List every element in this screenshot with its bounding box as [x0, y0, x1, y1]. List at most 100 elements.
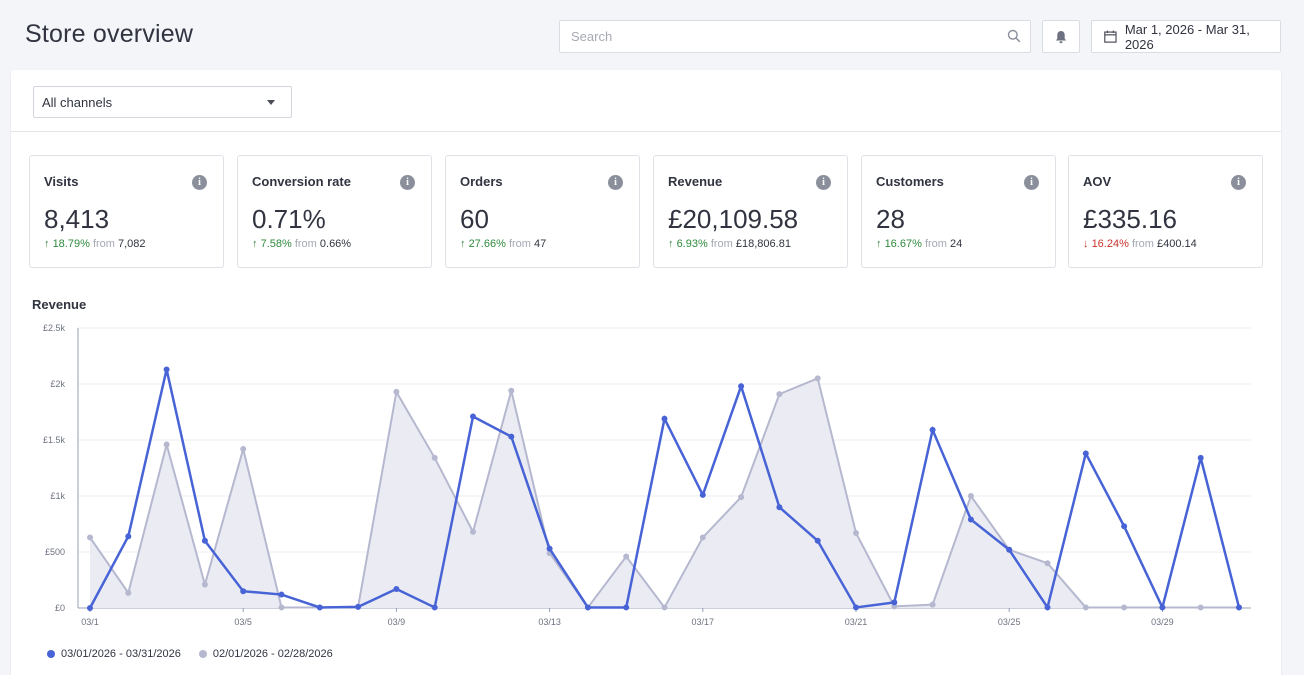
kpi-label: Revenue — [668, 174, 723, 189]
search-input[interactable] — [560, 21, 990, 52]
kpi-from-label: from — [710, 238, 733, 250]
kpi-change: ↑ 18.79% from 7,082 — [44, 238, 146, 250]
kpi-previous-value: 24 — [950, 238, 963, 250]
kpi-label: Orders — [460, 174, 503, 189]
data-point-previous — [967, 493, 974, 499]
y-tick-label: £1.5k — [43, 435, 66, 445]
data-point-current — [738, 383, 745, 390]
kpi-previous-value: 47 — [534, 238, 547, 250]
data-point-current — [1006, 546, 1013, 553]
kpi-card-aov: AOV i £335.16 ↓ 16.24% from £400.14 — [1068, 155, 1263, 268]
data-point-previous — [470, 528, 476, 535]
data-point-previous — [393, 388, 400, 395]
kpi-label: AOV — [1083, 174, 1112, 189]
bell-icon — [1056, 30, 1066, 43]
kpi-change-percent: 6.93% — [676, 238, 708, 250]
kpi-change: ↓ 16.24% from £400.14 — [1083, 238, 1197, 250]
data-point-current — [623, 604, 630, 611]
info-icon[interactable]: i — [192, 175, 207, 190]
data-point-current — [929, 426, 936, 433]
data-point-current — [1082, 450, 1089, 457]
kpi-from-label: from — [92, 238, 115, 250]
info-icon[interactable]: i — [816, 175, 831, 190]
date-range-picker[interactable]: Mar 1, 2026 - Mar 31, 2026 — [1091, 20, 1281, 53]
info-icon[interactable]: i — [608, 175, 623, 190]
data-point-current — [1121, 523, 1128, 530]
data-point-previous — [240, 445, 247, 452]
kpi-card-revenue: Revenue i £20,109.58 ↑ 6.93% from £18,806.8… — [653, 155, 848, 268]
kpi-change: ↑ 6.93% from £18,806.81 — [668, 238, 791, 250]
kpi-change-percent: 16.67% — [884, 238, 922, 250]
kpi-value: £335.16 — [1083, 204, 1177, 234]
kpi-previous-value: 7,082 — [118, 238, 146, 250]
overview-card: All channels Visits i 8,413 ↑ 18.79% from 7… — [11, 70, 1281, 675]
kpi-from-label: from — [1131, 238, 1154, 250]
data-point-previous — [853, 529, 859, 536]
data-point-previous — [1044, 560, 1051, 567]
data-point-current — [1197, 454, 1204, 461]
kpi-label: Customers — [876, 174, 944, 189]
page-title: Store overview — [25, 20, 194, 48]
info-icon[interactable]: i — [400, 175, 415, 190]
kpi-card-visits: Visits i 8,413 ↑ 18.79% from 7,082 — [29, 155, 224, 268]
legend-dot-icon — [198, 650, 207, 658]
legend-item[interactable]: 03/01/2026 - 03/31/2026 — [47, 648, 181, 660]
data-point-previous — [738, 494, 745, 501]
kpi-value: 8,413 — [44, 204, 110, 234]
kpi-value: £20,109.58 — [668, 204, 799, 234]
arrow-up-icon: ↑ — [460, 238, 469, 250]
x-tick-label: 03/21 — [845, 617, 868, 627]
kpi-from-label: from — [294, 238, 317, 250]
data-point-current — [355, 603, 362, 610]
x-tick-label: 03/29 — [1151, 617, 1174, 627]
arrow-up-icon: ↑ — [876, 238, 885, 250]
info-icon[interactable]: i — [1231, 175, 1246, 190]
data-point-current — [584, 604, 591, 611]
x-tick-label: 03/17 — [692, 617, 715, 627]
search-icon[interactable] — [1007, 29, 1021, 43]
legend-label: 03/01/2026 - 03/31/2026 — [61, 648, 181, 660]
x-tick-label: 03/13 — [538, 617, 561, 627]
kpi-change: ↑ 16.67% from 24 — [876, 238, 962, 250]
legend-item[interactable]: 02/01/2026 - 02/28/2026 — [198, 648, 333, 660]
data-point-current — [776, 504, 783, 511]
data-point-current — [163, 366, 170, 373]
legend-label: 02/01/2026 - 02/28/2026 — [212, 648, 333, 660]
data-point-current — [316, 604, 323, 611]
data-point-current — [1159, 604, 1166, 611]
data-point-current — [393, 585, 400, 592]
x-tick-label: 03/5 — [234, 617, 252, 627]
data-point-current — [278, 591, 285, 598]
x-tick-label: 03/9 — [388, 617, 406, 627]
chart-legend: 03/01/2026 - 03/31/2026 02/01/2026 - 02/2… — [47, 648, 333, 660]
data-point-current — [240, 588, 247, 595]
y-tick-label: £0 — [55, 603, 65, 613]
channel-select[interactable]: All channels — [33, 86, 292, 118]
data-point-previous — [776, 391, 783, 398]
search-box[interactable] — [559, 20, 1031, 53]
data-point-current — [1236, 604, 1242, 611]
kpi-previous-value: 0.66% — [319, 238, 352, 250]
data-point-previous — [1121, 604, 1128, 611]
kpi-card-conversion-rate: Conversion rate i 0.71% ↑ 7.58% from 0.66% — [237, 155, 432, 268]
date-range-label: Mar 1, 2026 - Mar 31, 2026 — [1124, 21, 1250, 52]
arrow-up-icon: ↑ — [44, 238, 53, 250]
data-point-previous — [699, 534, 706, 541]
data-point-previous — [814, 375, 821, 382]
legend-dot-icon — [47, 650, 55, 658]
y-tick-label: £1k — [50, 491, 65, 501]
data-point-previous — [508, 387, 515, 394]
notifications-button[interactable] — [1042, 20, 1080, 53]
y-tick-label: £2.5k — [43, 323, 66, 333]
data-point-previous — [661, 604, 668, 611]
data-point-current — [470, 413, 476, 420]
kpi-change-percent: 18.79% — [52, 238, 90, 250]
x-tick-label: 03/25 — [998, 617, 1021, 627]
data-point-previous — [431, 454, 438, 461]
kpi-previous-value: £18,806.81 — [735, 238, 791, 250]
kpi-value: 60 — [460, 204, 489, 234]
info-icon[interactable]: i — [1024, 175, 1039, 190]
channel-select-value: All channels — [42, 94, 113, 110]
data-point-previous — [201, 581, 208, 588]
kpi-from-label: from — [924, 238, 947, 250]
